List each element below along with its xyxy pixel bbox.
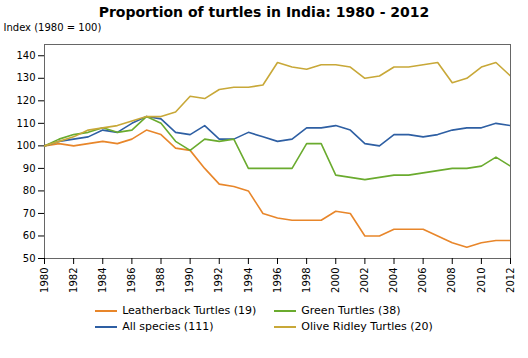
html-text:All species (111): All species (111) <box>122 320 214 333</box>
svg-text:2002: 2002 <box>359 268 370 293</box>
svg-text:1998: 1998 <box>301 268 312 293</box>
svg-text:1996: 1996 <box>272 268 283 293</box>
svg-text:120: 120 <box>16 95 35 106</box>
svg-text:2006: 2006 <box>417 268 428 293</box>
svg-text:Index (1980 = 100): Index (1980 = 100) <box>4 22 102 33</box>
svg-text:90: 90 <box>23 163 36 174</box>
svg-text:1982: 1982 <box>68 268 79 293</box>
svg-text:70: 70 <box>23 208 36 219</box>
svg-text:100: 100 <box>16 140 35 151</box>
svg-text:2000: 2000 <box>330 268 341 293</box>
svg-text:1980: 1980 <box>39 268 50 293</box>
svg-text:2004: 2004 <box>388 268 399 293</box>
svg-text:80: 80 <box>23 185 36 196</box>
html-text:Proportion of turtles in India: Proportion of turtles in India: 1980 - 2… <box>98 4 430 20</box>
svg-text:130: 130 <box>16 72 35 83</box>
html-text:Leatherback Turtles (19): Leatherback Turtles (19) <box>122 304 257 317</box>
svg-text:140: 140 <box>16 50 35 61</box>
html-text:Green Turtles (38): Green Turtles (38) <box>301 304 401 317</box>
svg-text:1990: 1990 <box>184 268 195 293</box>
svg-text:1984: 1984 <box>97 268 108 293</box>
svg-text:2008: 2008 <box>446 268 457 293</box>
svg-text:60: 60 <box>23 230 36 241</box>
svg-text:2010: 2010 <box>476 268 487 293</box>
svg-text:2012: 2012 <box>505 268 516 293</box>
html-text:Olive Ridley Turtles (20): Olive Ridley Turtles (20) <box>301 320 433 333</box>
svg-text:1988: 1988 <box>155 268 166 293</box>
svg-text:110: 110 <box>16 118 35 129</box>
svg-text:1994: 1994 <box>243 268 254 293</box>
svg-text:1992: 1992 <box>213 268 224 293</box>
svg-text:50: 50 <box>23 253 36 264</box>
svg-text:1986: 1986 <box>126 268 137 293</box>
